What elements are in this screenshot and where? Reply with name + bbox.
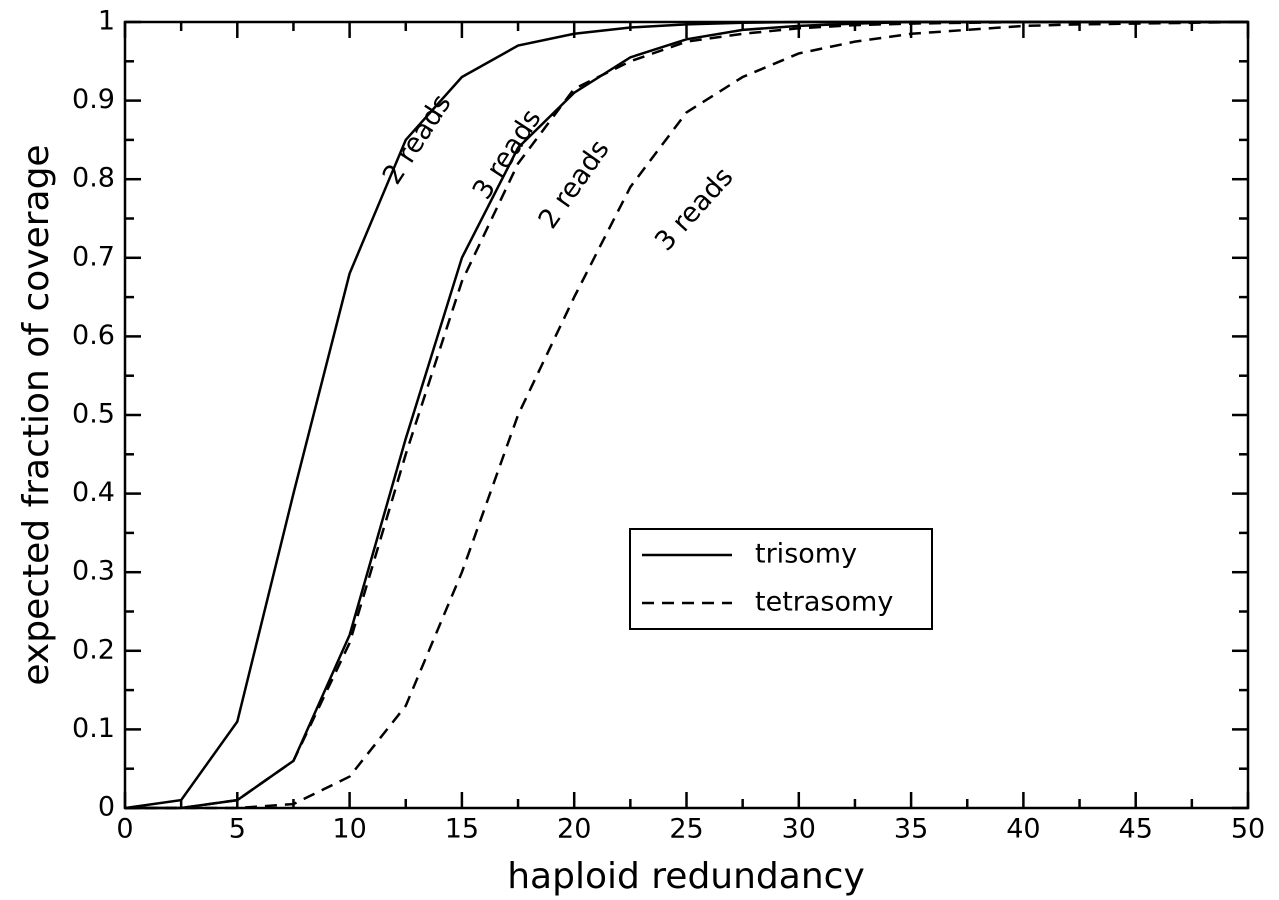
x-tick-label: 10: [332, 814, 366, 845]
y-tick-label: 0.9: [72, 84, 115, 115]
y-tick-label: 0.6: [72, 320, 115, 351]
y-tick-label: 0.2: [72, 634, 115, 665]
curve-label: 3 reads: [649, 162, 739, 258]
series-line: [125, 20, 1248, 810]
legend-box: [629, 528, 933, 630]
y-tick-label: 0.1: [72, 713, 115, 744]
series-line: [125, 20, 1248, 810]
x-tick-label: 5: [229, 814, 246, 845]
y-tick-label: 1: [98, 6, 115, 37]
series-line: [124, 20, 1248, 810]
x-tick-label: 45: [1119, 814, 1153, 845]
x-tick-label: 25: [669, 814, 703, 845]
y-tick-label: 0.5: [72, 399, 115, 430]
plot-frame: [123, 20, 1250, 810]
y-tick-label: 0.7: [72, 241, 115, 272]
curve-label: 3 reads: [467, 104, 548, 205]
x-tick-label: 40: [1006, 814, 1040, 845]
curve-label: 2 reads: [533, 134, 616, 234]
x-tick-label: 20: [557, 814, 591, 845]
x-tick-label: 30: [782, 814, 816, 845]
x-tick-label: 0: [116, 814, 133, 845]
x-tick-label: 35: [894, 814, 928, 845]
x-axis-title: haploid redundancy: [507, 856, 865, 897]
y-axis-title: expected fraction of coverage: [16, 144, 57, 685]
legend-label: tetrasomy: [755, 587, 893, 618]
y-tick-label: 0.8: [72, 163, 115, 194]
series-line: [125, 20, 1249, 810]
x-tick-label: 50: [1231, 814, 1265, 845]
y-tick-label: 0.3: [72, 556, 115, 587]
y-tick-label: 0: [98, 792, 115, 823]
legend-label: trisomy: [755, 539, 857, 570]
curve-label: 2 reads: [377, 89, 458, 190]
x-tick-label: 15: [445, 814, 479, 845]
y-tick-label: 0.4: [72, 477, 115, 508]
